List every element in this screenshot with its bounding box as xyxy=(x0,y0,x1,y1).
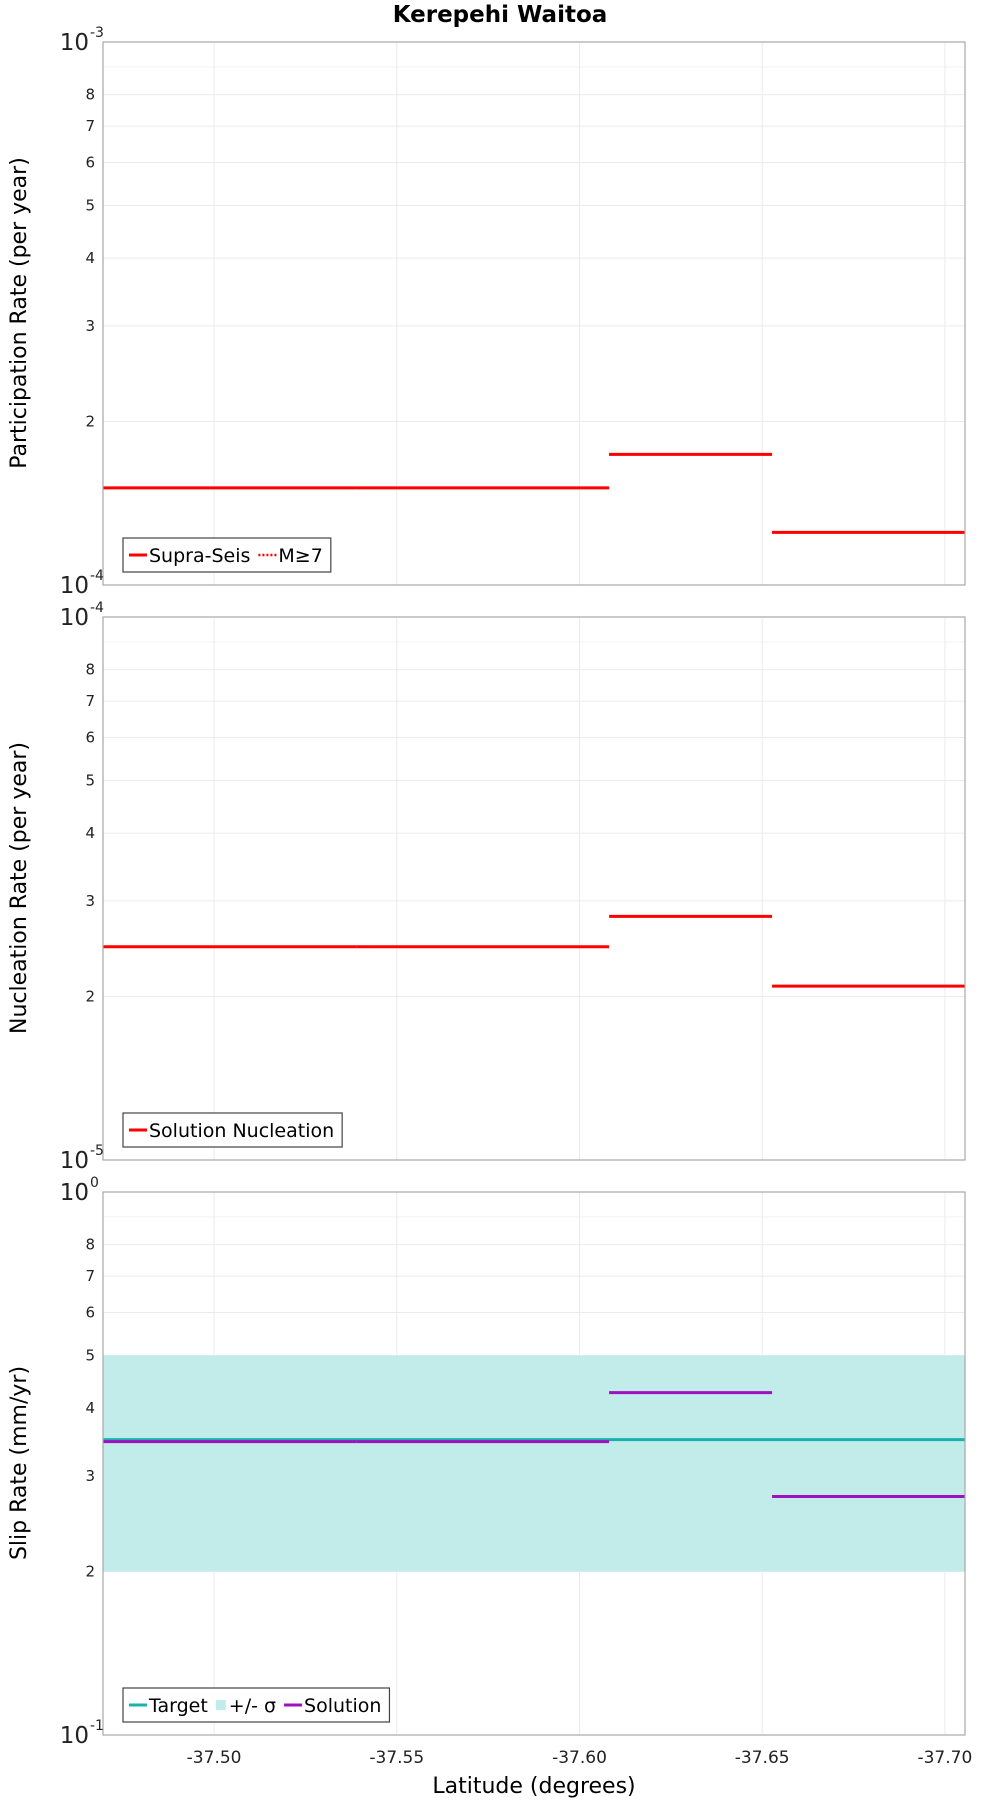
legend-frame xyxy=(122,1687,391,1723)
y-decade-exponent: 0 xyxy=(90,1175,99,1191)
y-decade-label: 10 xyxy=(60,573,89,599)
y-decade-label: 10 xyxy=(60,1723,89,1749)
y-tick-label: 4 xyxy=(85,1399,95,1417)
y-tick-label: 8 xyxy=(85,661,95,679)
chart-title: Kerepehi Waitoa xyxy=(393,2,608,28)
legend-label: +/- σ xyxy=(229,1695,276,1717)
y-tick-label: 5 xyxy=(85,771,95,789)
legend: Solution Nucleation xyxy=(122,1112,343,1148)
sigma-band xyxy=(103,1355,965,1572)
y-tick-label: 6 xyxy=(85,1303,95,1321)
y-tick-label: 6 xyxy=(85,728,95,746)
legend-label: Target xyxy=(148,1695,208,1717)
y-decade-exponent: -5 xyxy=(90,1143,104,1159)
y-tick-label: 8 xyxy=(85,1236,95,1254)
y-tick-label: 8 xyxy=(85,86,95,104)
legend-label: M≥7 xyxy=(278,545,322,567)
y-tick-label: 2 xyxy=(85,988,95,1006)
y-tick-label: 7 xyxy=(85,1267,95,1285)
y-axis-label: Participation Rate (per year) xyxy=(7,157,32,469)
y-tick-label: 3 xyxy=(85,892,95,910)
plot-frame xyxy=(102,1191,966,1736)
y-tick-label: 4 xyxy=(85,249,95,267)
x-tick-label: -37.70 xyxy=(917,1748,972,1768)
y-decade-exponent: -3 xyxy=(90,25,104,41)
y-axis-label: Slip Rate (mm/yr) xyxy=(7,1366,32,1560)
y-decade-exponent: -4 xyxy=(90,600,104,616)
x-tick-label: -37.60 xyxy=(552,1748,607,1768)
legend-label: Solution xyxy=(304,1695,381,1717)
legend-label: Supra-Seis xyxy=(149,545,250,567)
legend-swatch xyxy=(215,1700,226,1710)
x-tick-label: -37.50 xyxy=(187,1748,242,1768)
y-tick-label: 2 xyxy=(85,413,95,431)
plot-area xyxy=(103,617,965,1160)
plot-frame xyxy=(102,616,966,1161)
x-tick-label: -37.55 xyxy=(369,1748,424,1768)
y-tick-label: 7 xyxy=(85,692,95,710)
y-decade-label: 10 xyxy=(60,1180,89,1206)
legend-frame xyxy=(122,537,332,573)
y-decade-exponent: -4 xyxy=(90,568,104,584)
plot-area xyxy=(103,42,965,585)
y-tick-label: 3 xyxy=(85,1467,95,1485)
legend-label: Solution Nucleation xyxy=(149,1120,334,1142)
plot-frame xyxy=(102,41,966,586)
y-tick-label: 6 xyxy=(85,153,95,171)
y-decade-label: 10 xyxy=(60,605,89,631)
y-axis-label: Nucleation Rate (per year) xyxy=(7,742,32,1034)
y-tick-label: 5 xyxy=(85,196,95,214)
y-tick-label: 5 xyxy=(85,1346,95,1364)
legend: Supra-Seis M≥7 xyxy=(122,537,332,573)
legend: Target +/- σ Solution xyxy=(122,1687,391,1723)
y-tick-label: 2 xyxy=(85,1563,95,1581)
y-decade-exponent: -1 xyxy=(90,1718,104,1734)
y-tick-label: 3 xyxy=(85,317,95,335)
y-decade-label: 10 xyxy=(60,30,89,56)
y-decade-label: 10 xyxy=(60,1148,89,1174)
x-axis-label: Latitude (degrees) xyxy=(432,1774,635,1799)
y-tick-label: 7 xyxy=(85,117,95,135)
x-tick-label: -37.65 xyxy=(735,1748,790,1768)
y-tick-label: 4 xyxy=(85,824,95,842)
legend-frame xyxy=(122,1112,343,1148)
